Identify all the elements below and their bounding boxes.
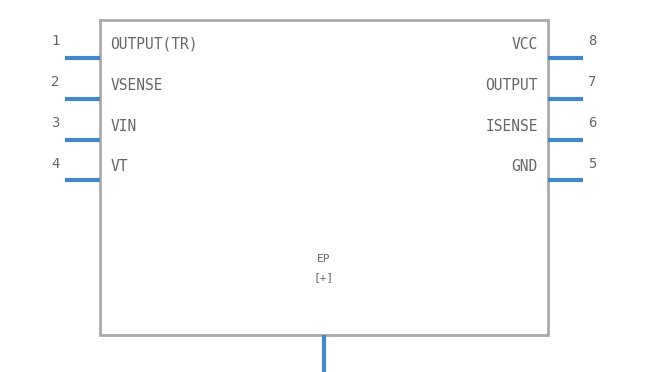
Text: 8: 8 xyxy=(588,34,597,48)
Text: VIN: VIN xyxy=(110,119,137,134)
Text: 1: 1 xyxy=(51,34,60,48)
Text: [+]: [+] xyxy=(314,272,334,282)
Text: 7: 7 xyxy=(588,75,597,89)
Text: 4: 4 xyxy=(51,157,60,171)
Text: OUTPUT: OUTPUT xyxy=(485,78,538,93)
Text: VT: VT xyxy=(110,160,128,174)
Text: 5: 5 xyxy=(588,157,597,171)
Text: OUTPUT(TR): OUTPUT(TR) xyxy=(110,37,198,52)
Text: EP: EP xyxy=(318,254,330,263)
Bar xyxy=(100,20,548,335)
Text: 6: 6 xyxy=(588,116,597,130)
Text: 3: 3 xyxy=(51,116,60,130)
Text: ISENSE: ISENSE xyxy=(485,119,538,134)
Text: GND: GND xyxy=(511,160,538,174)
Text: 2: 2 xyxy=(51,75,60,89)
Text: VSENSE: VSENSE xyxy=(110,78,163,93)
Text: VCC: VCC xyxy=(511,37,538,52)
